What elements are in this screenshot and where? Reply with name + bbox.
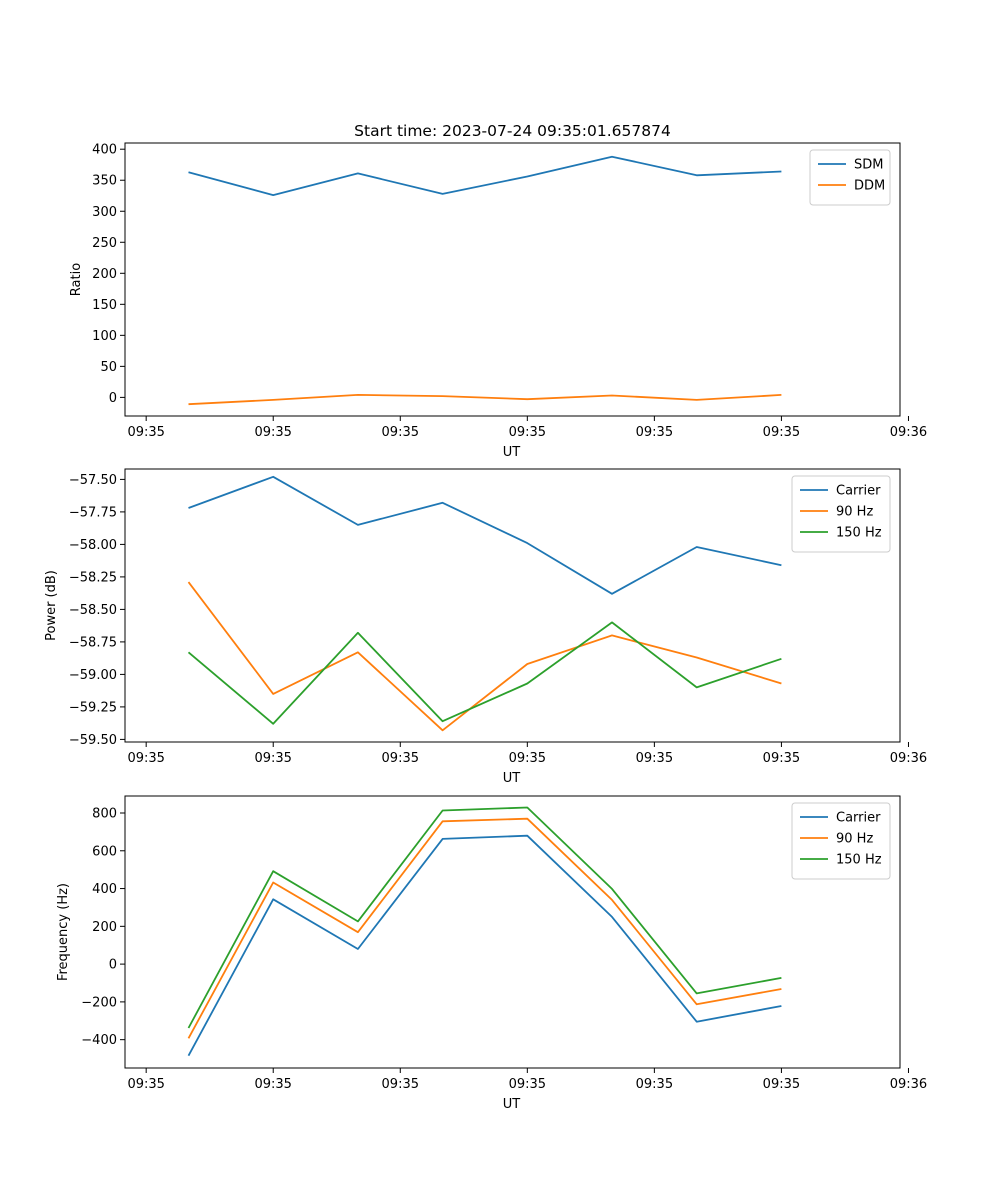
y-tick-label: 250 [92,236,117,251]
y-axis-label: Frequency (Hz) [56,883,71,981]
legend: Carrier 90 Hz 150 Hz [792,803,890,879]
y-tick-label: 0 [109,391,117,406]
y-tick-label: 300 [92,205,117,220]
y-tick-label: 50 [100,360,117,375]
x-tick-label: 09:35 [127,1077,164,1092]
x-tick-label: 09:35 [254,425,291,440]
x-axis-label: UT [503,771,521,786]
y-tick-label: −200 [81,995,117,1010]
x-tick-label: 09:35 [382,751,419,766]
x-tick-label: 09:35 [254,751,291,766]
x-tick-label: 09:36 [890,751,927,766]
y-tick-label: −400 [81,1033,117,1048]
y-tick-label: 0 [109,958,117,973]
y-tick-label: 400 [92,143,117,158]
y-tick-label: 350 [92,174,117,189]
y-tick-label: 400 [92,882,117,897]
x-tick-label: 09:35 [636,425,673,440]
y-tick-label: 200 [92,920,117,935]
figure-title: Start time: 2023-07-24 09:35:01.657874 [354,122,671,140]
y-axis-label: Power (dB) [44,570,59,641]
legend-label-carrier: Carrier [836,484,881,499]
x-tick-label: 09:35 [127,751,164,766]
x-tick-label: 09:35 [763,425,800,440]
legend-label-carrier: Carrier [836,811,881,826]
legend-label-ddm: DDM [854,179,885,194]
y-tick-label: −58.25 [69,570,117,585]
y-tick-label: −58.00 [69,538,117,553]
y-tick-label: 800 [92,807,117,822]
y-tick-label: −59.00 [69,668,117,683]
y-tick-label: −58.75 [69,635,117,650]
y-tick-label: 600 [92,844,117,859]
legend: Carrier 90 Hz 150 Hz [792,476,890,552]
legend-label-sdm: SDM [854,158,883,173]
x-tick-label: 09:35 [509,1077,546,1092]
x-tick-label: 09:35 [763,1077,800,1092]
x-tick-label: 09:36 [890,1077,927,1092]
y-axis-label: Ratio [69,263,84,296]
legend-label-90-hz: 90 Hz [836,832,873,847]
legend: SDM DDM [810,150,890,205]
figure: Start time: 2023-07-24 09:35:01.657874 0… [0,0,1000,1200]
y-tick-label: 150 [92,298,117,313]
y-tick-label: −58.50 [69,603,117,618]
y-tick-label: −59.50 [69,733,117,748]
y-tick-label: −57.50 [69,473,117,488]
y-tick-label: −59.25 [69,700,117,715]
legend-label-90-hz: 90 Hz [836,505,873,520]
x-tick-label: 09:35 [254,1077,291,1092]
x-tick-label: 09:35 [509,751,546,766]
legend-label-150-hz: 150 Hz [836,853,882,868]
x-axis-label: UT [503,445,521,460]
x-tick-label: 09:35 [382,1077,419,1092]
x-tick-label: 09:35 [382,425,419,440]
x-tick-label: 09:35 [127,425,164,440]
y-tick-label: −57.75 [69,505,117,520]
x-tick-label: 09:36 [890,425,927,440]
x-tick-label: 09:35 [763,751,800,766]
x-tick-label: 09:35 [636,751,673,766]
y-tick-label: 200 [92,267,117,282]
x-tick-label: 09:35 [636,1077,673,1092]
legend-label-150-hz: 150 Hz [836,526,882,541]
y-tick-label: 100 [92,329,117,344]
x-axis-label: UT [503,1097,521,1112]
x-tick-label: 09:35 [509,425,546,440]
